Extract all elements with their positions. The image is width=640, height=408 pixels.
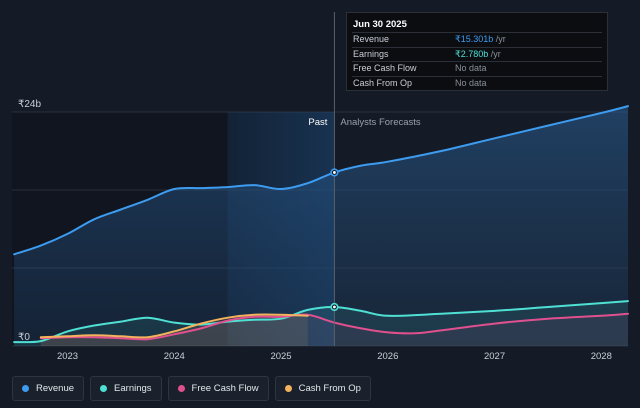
tooltip-date: Jun 30 2025 <box>353 19 407 30</box>
x-tick-label: 2027 <box>484 351 505 362</box>
tooltip-unit: /yr <box>493 34 506 44</box>
legend-label: Cash From Op <box>298 383 361 394</box>
tooltip-row-earnings: Earnings ₹2.780b /yr <box>352 46 602 62</box>
tooltip-label: Free Cash Flow <box>353 63 417 73</box>
tooltip-value: No data <box>455 63 487 73</box>
legend-swatch <box>100 385 108 392</box>
highlight-point-center <box>333 305 336 309</box>
tooltip: Jun 30 2025 Revenue ₹15.301b /yr Earning… <box>346 12 608 91</box>
legend-item-cash-from-op[interactable]: Cash From Op <box>274 376 371 401</box>
region-label-forecast: Analysts Forecasts <box>340 117 420 128</box>
tooltip-label: Revenue <box>353 34 390 44</box>
tooltip-value: No data <box>455 77 487 88</box>
legend-label: Free Cash Flow <box>191 383 259 394</box>
legend-label: Revenue <box>36 383 75 394</box>
region-label-past: Past <box>308 117 327 128</box>
x-tick-label: 2023 <box>57 351 78 362</box>
line-revenue <box>13 105 629 256</box>
legend-item-free-cash-flow[interactable]: Free Cash Flow <box>167 376 269 401</box>
tooltip-value: ₹2.780b <box>455 48 489 59</box>
x-tick-label: 2026 <box>377 351 398 362</box>
tooltip-row-revenue: Revenue ₹15.301b /yr <box>352 32 602 47</box>
tooltip-value: ₹15.301b <box>455 34 494 44</box>
x-tick-label: 2025 <box>270 351 291 362</box>
legend-swatch <box>22 385 29 392</box>
legend-swatch <box>284 385 292 392</box>
line-cash-from-op <box>39 313 309 339</box>
tooltip-label: Cash From Op <box>353 77 413 88</box>
legend-swatch <box>177 385 185 392</box>
x-tick-label: 2028 <box>591 351 612 362</box>
legend-label: Earnings <box>114 383 152 394</box>
x-tick-label: 2024 <box>164 351 185 362</box>
area-revenue <box>14 106 629 346</box>
tooltip-row-cash-from-op: Cash From Op No data <box>352 75 602 91</box>
tooltip-unit: /yr <box>488 48 501 59</box>
highlight-point-center <box>333 171 336 174</box>
y-axis-max-label: ₹24b <box>18 99 41 110</box>
tooltip-label: Earnings <box>353 48 389 59</box>
y-axis-min-label: ₹0 <box>18 332 30 343</box>
legend: Revenue Earnings Free Cash Flow Cash Fro… <box>12 376 371 401</box>
tooltip-row-free-cash-flow: Free Cash Flow No data <box>352 61 602 76</box>
legend-item-revenue[interactable]: Revenue <box>12 376 85 401</box>
legend-item-earnings[interactable]: Earnings <box>90 376 162 401</box>
line-earnings <box>13 300 629 344</box>
